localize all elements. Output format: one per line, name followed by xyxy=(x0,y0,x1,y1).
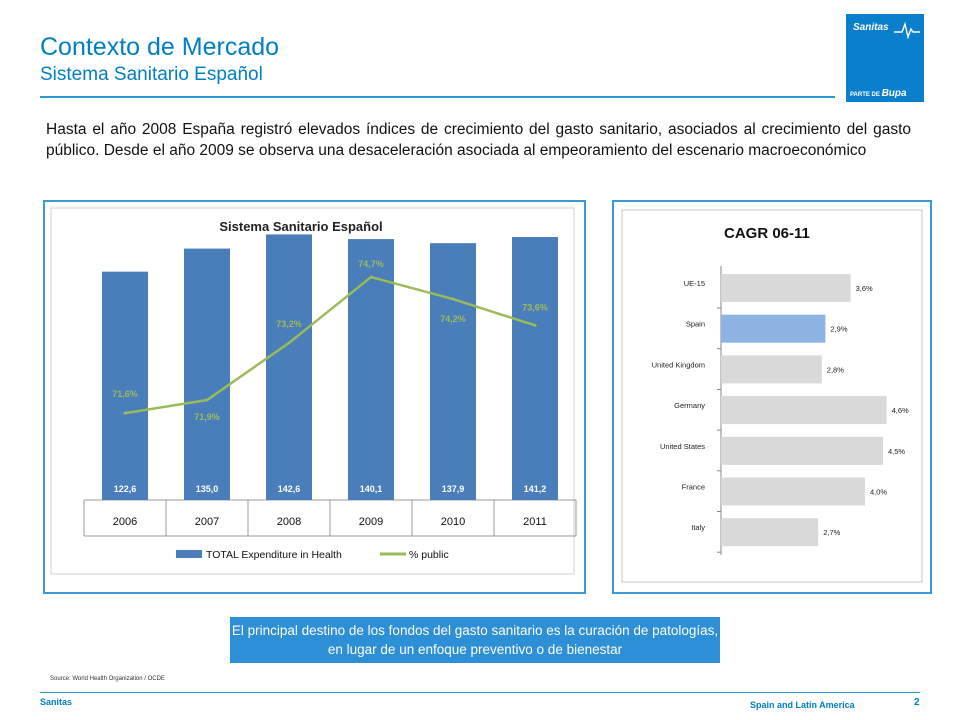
cagr-bar xyxy=(721,518,819,547)
line-point xyxy=(451,297,455,301)
logo-brand-text: Sanitas xyxy=(853,22,889,33)
source-note: Source: World Health Organization / OCDE xyxy=(50,676,165,682)
legend-label-bars: TOTAL Expenditure in Health xyxy=(206,549,342,561)
expenditure-bar xyxy=(266,234,312,500)
cagr-title: CAGR 06-11 xyxy=(724,225,810,242)
cagr-value-label: 3,6% xyxy=(856,284,873,293)
public-share-line xyxy=(124,275,536,415)
legend-label-line: % public xyxy=(409,549,449,561)
footer-brand: Sanitas xyxy=(40,697,73,707)
cagr-bar xyxy=(721,355,822,384)
cagr-category-label: UE-15 xyxy=(684,279,705,288)
x-tick-label: 2010 xyxy=(441,516,465,528)
x-tick-label: 2008 xyxy=(277,516,301,528)
cagr-value-label: 4,0% xyxy=(870,488,887,497)
cagr-bar xyxy=(721,436,883,465)
line-value-label: 71,9% xyxy=(194,412,220,422)
line-value-label: 74,2% xyxy=(440,314,466,324)
expenditure-bar xyxy=(348,239,394,500)
cagr-chart: CAGR 06-11 3,6% UE-15 2,9% Spain 2,8% United K… xyxy=(621,209,923,583)
title-divider xyxy=(40,96,835,98)
bar-value-label: 135,0 xyxy=(196,484,219,494)
line-value-label: 71,6% xyxy=(112,389,138,399)
logo-tagline-prefix: PARTE DE xyxy=(850,92,882,98)
line-value-label: 73,6% xyxy=(522,302,548,312)
x-tick-label: 2011 xyxy=(523,516,547,528)
cagr-category-label: France xyxy=(682,483,705,492)
line-point xyxy=(369,275,373,279)
cagr-value-label: 4,5% xyxy=(888,447,905,456)
page-number: 2 xyxy=(914,697,920,708)
heartbeat-icon xyxy=(894,21,920,40)
logo-tagline-brand: Bupa xyxy=(881,88,907,99)
bar-value-label: 142,6 xyxy=(278,484,301,494)
logo-tagline: PARTE DE Bupa xyxy=(850,88,907,99)
footer-region: Spain and Latin America xyxy=(750,700,855,710)
cagr-bar xyxy=(721,274,851,302)
cagr-bar xyxy=(721,314,826,343)
x-tick-label: 2009 xyxy=(359,516,383,528)
bar-value-label: 137,9 xyxy=(442,484,465,494)
intro-paragraph: Hasta el año 2008 España registró elevad… xyxy=(46,121,911,159)
cagr-category-label: Spain xyxy=(686,320,705,329)
expenditure-bar xyxy=(512,237,558,500)
bar-value-label: 140,1 xyxy=(360,484,383,494)
line-value-label: 73,2% xyxy=(276,319,302,329)
x-tick-label: 2006 xyxy=(113,516,137,528)
cagr-value-label: 2,9% xyxy=(830,325,847,334)
cagr-category-label: Italy xyxy=(691,523,705,532)
line-value-label: 74,7% xyxy=(358,259,384,269)
cagr-value-label: 4,6% xyxy=(892,406,909,415)
cagr-chart-panel: CAGR 06-11 3,6% UE-15 2,9% Spain 2,8% United K… xyxy=(612,200,932,594)
line-point xyxy=(287,341,291,345)
cagr-category-label: United States xyxy=(660,442,705,451)
cagr-value-label: 2,8% xyxy=(827,365,844,374)
expenditure-chart-panel: Sistema Sanitario Español 122,6 2006 135,0 2… xyxy=(43,200,586,594)
cagr-category-label: United Kingdom xyxy=(652,360,705,369)
page-subtitle: Sistema Sanitario Español xyxy=(40,64,263,85)
legend-swatch-bars xyxy=(176,550,202,558)
line-point xyxy=(533,323,537,327)
bar-value-label: 141,2 xyxy=(524,484,547,494)
page-title: Contexto de Mercado xyxy=(40,33,280,61)
sanitas-logo: Sanitas PARTE DE Bupa xyxy=(846,14,924,102)
cagr-bar xyxy=(721,396,887,425)
chart-title: Sistema Sanitario Español xyxy=(219,219,382,234)
cagr-category-label: Germany xyxy=(674,401,705,410)
x-tick-label: 2007 xyxy=(195,516,219,528)
bar-value-label: 122,6 xyxy=(114,484,137,494)
callout-box: El principal destino de los fondos del g… xyxy=(230,617,720,663)
expenditure-chart: Sistema Sanitario Español 122,6 2006 135,0 2… xyxy=(50,207,577,575)
expenditure-bar xyxy=(184,248,230,500)
expenditure-bar xyxy=(430,243,476,500)
line-point xyxy=(205,398,209,402)
expenditure-bar xyxy=(102,271,148,500)
cagr-bar xyxy=(721,477,865,506)
footer-divider xyxy=(40,692,920,693)
cagr-value-label: 2,7% xyxy=(823,528,840,537)
line-point xyxy=(123,411,127,415)
